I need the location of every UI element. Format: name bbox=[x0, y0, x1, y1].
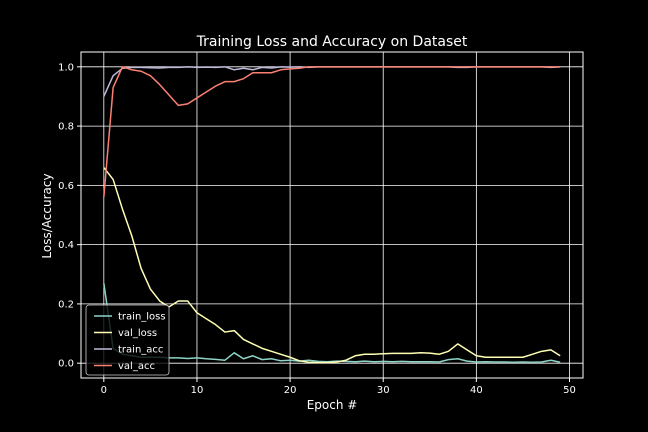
chart-title: Training Loss and Accuracy on Dataset bbox=[196, 34, 468, 50]
x-tick-label: 10 bbox=[191, 385, 204, 396]
y-tick-label: 1.0 bbox=[58, 62, 74, 73]
x-tick-label: 40 bbox=[470, 385, 483, 396]
legend-box bbox=[85, 304, 170, 376]
x-tick-label: 30 bbox=[377, 385, 390, 396]
y-axis-title: Loss/Accuracy bbox=[40, 173, 54, 258]
plot-frame bbox=[80, 51, 584, 379]
series-line-train-loss bbox=[103, 283, 561, 364]
series-line-val-loss bbox=[103, 167, 561, 364]
x-tick-label: 20 bbox=[284, 385, 297, 396]
x-tick-label: 0 bbox=[101, 385, 107, 396]
ticks: 0 10 20 30 40 50 0.0 0.2 0.4 0.6 0.8 1.0 bbox=[58, 62, 576, 396]
legend-label-train-loss: train_loss bbox=[118, 312, 166, 323]
y-tick-label: 0.2 bbox=[58, 299, 74, 310]
series-line-val-acc bbox=[103, 66, 561, 198]
series-group bbox=[103, 66, 561, 364]
x-tick-label: 50 bbox=[563, 385, 576, 396]
legend-label-val-loss: val_loss bbox=[118, 328, 157, 339]
y-tick-label: 0.6 bbox=[58, 181, 74, 192]
y-tick-label: 0.0 bbox=[58, 359, 74, 370]
x-axis-title: Epoch # bbox=[307, 398, 358, 412]
legend: train_loss val_loss train_acc val_acc bbox=[85, 304, 170, 376]
y-tick-label: 0.4 bbox=[58, 240, 74, 251]
y-tick-label: 0.8 bbox=[58, 122, 74, 133]
legend-label-train-acc: train_acc bbox=[118, 345, 163, 356]
legend-label-val-acc: val_acc bbox=[118, 361, 155, 372]
